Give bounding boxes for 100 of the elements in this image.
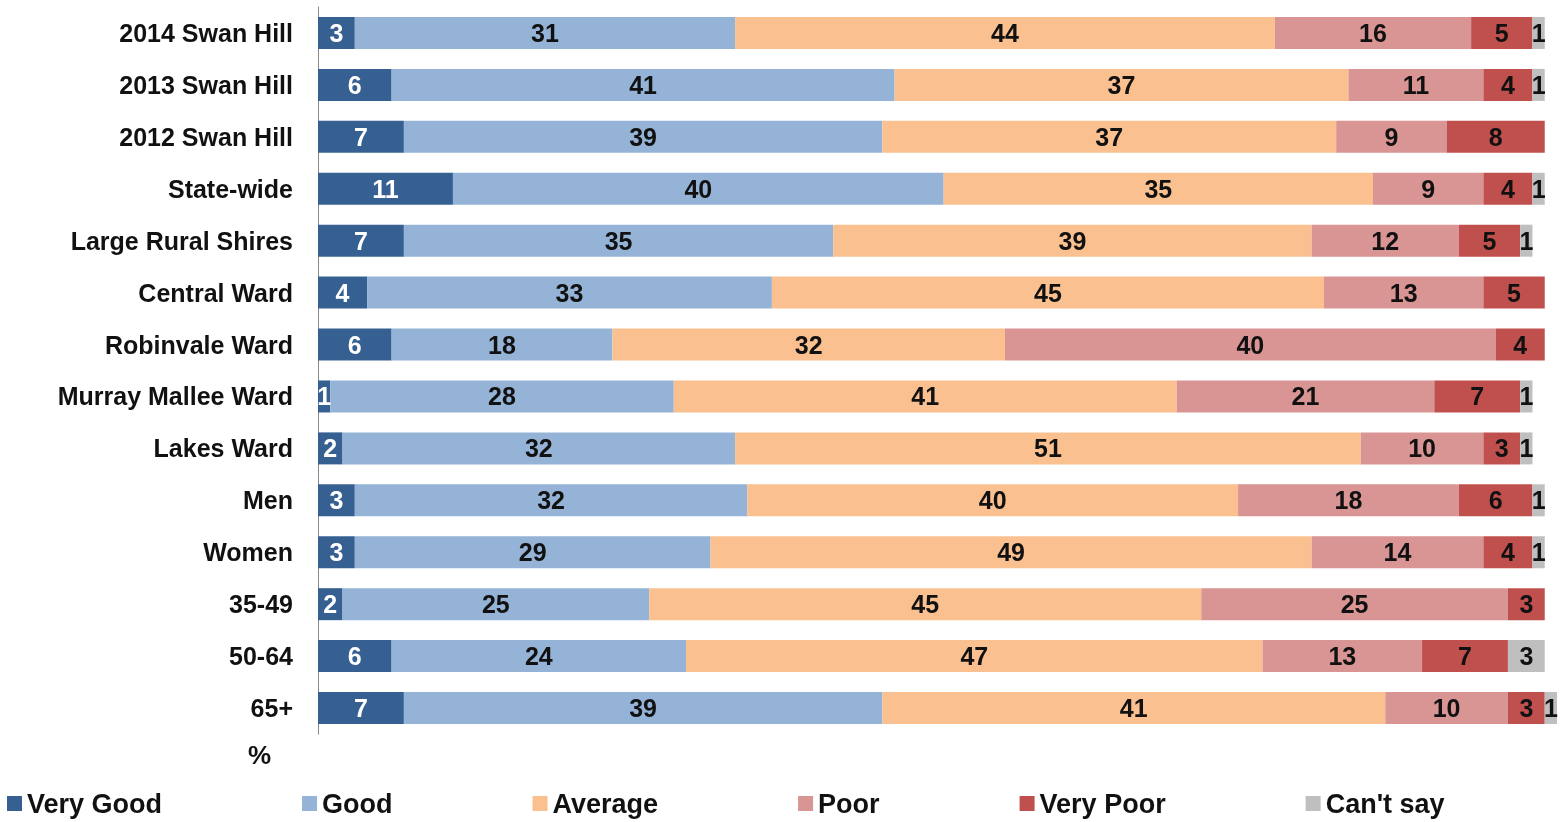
data-label: 1 — [1519, 226, 1534, 255]
bar — [612, 328, 1005, 361]
data-label: 25 — [1340, 590, 1369, 619]
bar — [710, 536, 1312, 569]
bar — [1446, 120, 1545, 153]
bar — [943, 172, 1373, 205]
data-label: 40 — [978, 486, 1007, 515]
bar — [403, 120, 883, 153]
data-label: 1 — [1531, 538, 1546, 567]
bar — [894, 68, 1349, 101]
data-label: 32 — [524, 434, 553, 463]
data-label: 29 — [518, 538, 547, 567]
bar — [649, 588, 1202, 621]
data-label: 3 — [1494, 434, 1509, 463]
data-label: 18 — [1334, 486, 1363, 515]
data-label: 37 — [1107, 70, 1136, 99]
data-label: 2 — [323, 590, 338, 619]
y-tick-label: 35-49 — [229, 590, 293, 619]
y-tick-label: Lakes Ward — [153, 434, 293, 463]
data-label: 32 — [794, 330, 823, 359]
data-label: 41 — [911, 382, 940, 411]
y-tick-label: Robinvale Ward — [105, 330, 293, 359]
bar — [318, 120, 404, 153]
data-label: 3 — [1519, 590, 1534, 619]
bar — [391, 68, 895, 101]
data-label: 13 — [1328, 642, 1357, 671]
data-label: 39 — [1058, 226, 1087, 255]
bar — [1311, 224, 1459, 257]
data-label: 3 — [1519, 694, 1534, 723]
data-label: 6 — [1488, 486, 1503, 515]
data-label: 4 — [1513, 330, 1528, 359]
data-label: 10 — [1408, 434, 1436, 463]
bar — [1336, 120, 1447, 153]
bar — [330, 380, 674, 413]
data-label: 3 — [329, 486, 344, 515]
data-label: 41 — [629, 70, 658, 99]
bar — [354, 16, 736, 49]
data-label: 35 — [1144, 174, 1173, 203]
data-label: 24 — [524, 642, 553, 671]
bar — [1483, 536, 1533, 569]
y-tick-label: Central Ward — [138, 278, 293, 307]
data-label: 41 — [1119, 694, 1148, 723]
bar — [342, 588, 650, 621]
data-label: 1 — [1519, 382, 1534, 411]
bar — [1238, 484, 1459, 517]
data-label: 7 — [1458, 642, 1472, 671]
data-label: 11 — [1402, 70, 1430, 99]
y-tick-label: Women — [203, 538, 293, 567]
data-label: 14 — [1383, 538, 1412, 567]
legend-label: Very Poor — [1039, 788, 1167, 819]
bar — [318, 640, 392, 673]
data-label: 39 — [629, 694, 657, 723]
bar — [1434, 380, 1521, 413]
data-label: 9 — [1384, 122, 1399, 151]
bar — [318, 68, 392, 101]
data-label: 1 — [1531, 70, 1546, 99]
bar — [1372, 172, 1484, 205]
data-label: 45 — [911, 590, 940, 619]
bar — [882, 692, 1386, 725]
bar — [747, 484, 1239, 517]
y-tick-label: 2013 Swan Hill — [119, 70, 293, 99]
bar — [1483, 68, 1533, 101]
bar — [452, 172, 944, 205]
data-label: 47 — [960, 642, 989, 671]
bar — [1360, 432, 1484, 465]
data-label: 4 — [335, 278, 350, 307]
data-label: 18 — [488, 330, 517, 359]
bar — [1176, 380, 1435, 413]
data-label: 5 — [1482, 226, 1497, 255]
data-label: 3 — [1519, 642, 1534, 671]
bar — [342, 432, 736, 465]
data-label: 39 — [629, 122, 657, 151]
data-label: 3 — [329, 18, 344, 47]
data-label: 44 — [991, 18, 1019, 47]
legend-label: Average — [552, 788, 659, 819]
legend-label: Very Good — [27, 788, 163, 819]
data-label: 1 — [317, 382, 332, 411]
legend-label: Good — [322, 788, 393, 819]
bar — [1201, 588, 1508, 621]
bar — [318, 172, 453, 205]
data-label: 35 — [604, 226, 633, 255]
bar — [833, 224, 1312, 257]
bar — [318, 692, 404, 725]
data-label: 1 — [1531, 174, 1546, 203]
bar — [1471, 16, 1533, 49]
data-label: 11 — [372, 174, 399, 203]
y-tick-label: State-wide — [167, 174, 294, 203]
data-label: 51 — [1034, 434, 1062, 463]
bar — [318, 328, 392, 361]
bar — [673, 380, 1177, 413]
data-label: 40 — [684, 174, 713, 203]
bar — [318, 224, 404, 257]
data-label: 7 — [353, 694, 368, 723]
data-label: 1 — [1543, 694, 1558, 723]
bar — [318, 276, 368, 309]
y-tick-label: 50-64 — [229, 642, 294, 671]
y-tick-label: Murray Mallee Ward — [57, 382, 293, 411]
data-label: 7 — [353, 226, 368, 255]
data-label: 5 — [1494, 18, 1509, 47]
data-label: 7 — [353, 122, 368, 151]
